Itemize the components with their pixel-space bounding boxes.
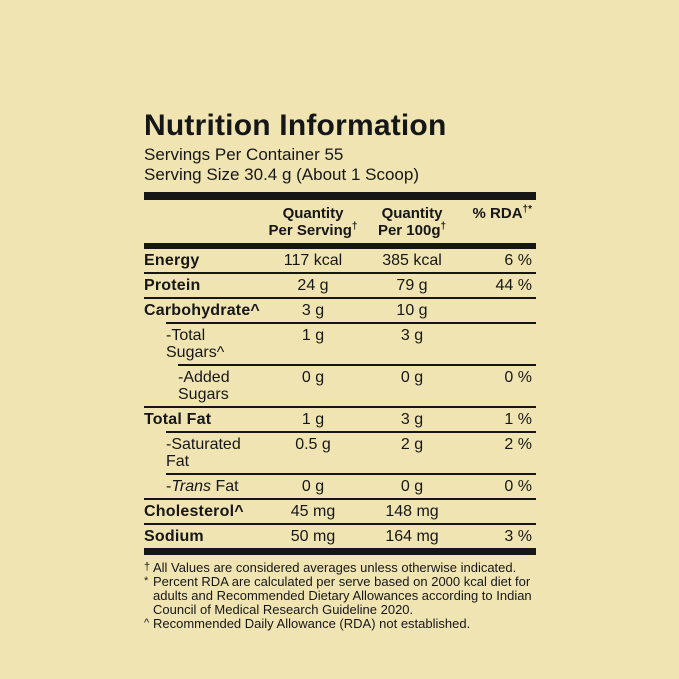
value-per-serving: 3 g — [301, 302, 325, 319]
divider-bar-bottom — [144, 548, 536, 555]
value-rda: 44 % — [495, 277, 532, 294]
value-per-serving: 0 g — [301, 369, 325, 386]
table-row-total-fat: Total Fat 1 g 3 g 1 % — [144, 408, 536, 431]
value-per-100g: 3 g — [400, 327, 424, 344]
value-rda: 2 % — [504, 436, 532, 453]
footnote-marker: † — [144, 561, 151, 573]
table-row-carbohydrate: Carbohydrate^ 3 g 10 g — [144, 299, 536, 322]
table-row-sodium: Sodium 50 mg 164 mg 3 % — [144, 525, 536, 548]
table-row-trans-fat: -Trans Fat 0 g 0 g 0 % — [144, 475, 536, 498]
footnotes-section: † All Values are considered averages unl… — [144, 561, 536, 631]
divider — [144, 523, 536, 525]
divider-bar-top — [144, 192, 536, 200]
header-quantity-per-serving: Quantity Per Serving† — [268, 205, 358, 239]
nutrient-name: Total Fat — [144, 411, 212, 428]
value-per-100g: 2 g — [400, 436, 424, 453]
nutrient-name: -Added Sugars — [178, 369, 230, 403]
table-row-saturated-fat: -Saturated Fat 0.5 g 2 g 2 % — [144, 433, 536, 473]
divider — [178, 364, 536, 366]
footnote-marker: * — [144, 575, 149, 587]
table-header-row: Quantity Per Serving† Quantity Per 100g†… — [144, 200, 536, 243]
value-per-100g: 79 g — [396, 277, 428, 294]
divider — [144, 272, 536, 274]
value-per-serving: 117 kcal — [283, 252, 343, 269]
value-rda: 1 % — [504, 411, 532, 428]
value-per-100g: 3 g — [400, 411, 424, 428]
trans-italic-text: Trans — [171, 478, 212, 495]
nutrient-name: Protein — [144, 277, 201, 294]
divider — [144, 406, 536, 408]
value-rda: 6 % — [504, 252, 532, 269]
value-per-100g: 164 mg — [385, 528, 439, 545]
servings-per-container-text: Servings Per Container 55 — [144, 145, 344, 164]
divider — [166, 473, 536, 475]
value-rda: 0 % — [504, 478, 532, 495]
nutrient-name: -Total Sugars^ — [166, 327, 225, 361]
value-per-100g: 0 g — [400, 369, 424, 386]
divider-bar-header — [144, 243, 536, 249]
table-row-energy: Energy 117 kcal 385 kcal 6 % — [144, 249, 536, 272]
nutrient-name: -Trans Fat — [166, 478, 239, 495]
divider — [144, 297, 536, 299]
dagger-mark: † — [440, 221, 447, 232]
header-percent-rda: % RDA†* — [472, 204, 532, 223]
value-per-serving: 0 g — [301, 478, 325, 495]
nutrient-name: -Saturated Fat — [166, 436, 241, 470]
table-row-added-sugars: -Added Sugars 0 g 0 g 0 % — [144, 366, 536, 406]
footnote-all-values: † All Values are considered averages unl… — [144, 560, 517, 575]
value-per-serving: 45 mg — [290, 503, 336, 520]
value-per-serving: 50 mg — [290, 528, 336, 545]
nutrient-name: Carbohydrate^ — [144, 302, 260, 319]
divider — [166, 431, 536, 433]
value-rda: 0 % — [504, 369, 532, 386]
table-row-protein: Protein 24 g 79 g 44 % — [144, 274, 536, 297]
nutrient-name: Energy — [144, 252, 200, 269]
header-quantity-per-100g: Quantity Per 100g† — [377, 205, 447, 239]
footnote-percent-rda: * Percent RDA are calculated per serve b… — [144, 574, 532, 617]
dagger-star-mark: †* — [522, 204, 532, 215]
page-title: Nutrition Information — [144, 109, 447, 142]
value-per-serving: 0.5 g — [295, 436, 331, 453]
value-per-100g: 148 mg — [385, 503, 439, 520]
dagger-mark: † — [351, 221, 358, 232]
nutrient-name: Sodium — [144, 528, 204, 545]
value-per-serving: 1 g — [301, 327, 325, 344]
divider — [166, 322, 536, 324]
footnote-marker: ^ — [144, 617, 150, 629]
value-rda: 3 % — [504, 528, 532, 545]
divider — [144, 498, 536, 500]
table-row-total-sugars: -Total Sugars^ 1 g 3 g — [144, 324, 536, 364]
nutrition-label-panel: Nutrition Information Servings Per Conta… — [144, 110, 536, 631]
serving-size-text: Serving Size 30.4 g (About 1 Scoop) — [144, 165, 419, 184]
footnote-rda-not-established: ^ Recommended Daily Allowance (RDA) not … — [144, 616, 471, 631]
value-per-serving: 1 g — [301, 411, 325, 428]
value-per-serving: 24 g — [297, 277, 329, 294]
table-row-cholesterol: Cholesterol^ 45 mg 148 mg — [144, 500, 536, 523]
value-per-100g: 0 g — [400, 478, 424, 495]
value-per-100g: 10 g — [396, 302, 428, 319]
nutrient-name: Cholesterol^ — [144, 503, 244, 520]
value-per-100g: 385 kcal — [382, 252, 442, 269]
